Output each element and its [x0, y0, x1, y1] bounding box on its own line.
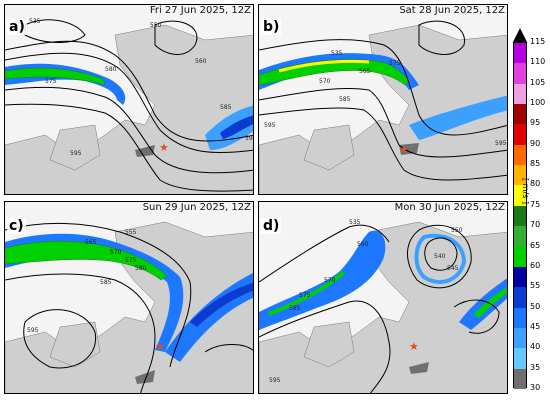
svg-text:585: 585 — [289, 305, 301, 312]
svg-text:575: 575 — [299, 292, 311, 299]
colorbar-segment — [514, 205, 526, 227]
svg-text:585: 585 — [220, 104, 232, 111]
svg-text:545: 545 — [447, 265, 459, 272]
colorbar-segment — [514, 165, 526, 186]
colorbar-tick-label: 45 — [530, 321, 541, 331]
location-marker: ★ — [155, 340, 165, 353]
colorbar-segment — [514, 83, 526, 105]
panel-title: Sun 29 Jun 2025, 12Z — [142, 202, 251, 213]
svg-text:535: 535 — [29, 18, 41, 25]
svg-text:550: 550 — [150, 22, 162, 29]
panel-label: d) — [261, 218, 282, 234]
svg-text:595: 595 — [264, 122, 276, 129]
svg-text:570: 570 — [319, 78, 331, 85]
colorbar-tick-label: 75 — [530, 199, 541, 209]
svg-text:565: 565 — [359, 68, 371, 75]
colorbar-tick-label: 35 — [530, 362, 541, 372]
colorbar-segment — [514, 43, 526, 64]
colorbar-segment — [514, 348, 526, 370]
svg-text:580: 580 — [105, 66, 117, 73]
svg-text:585: 585 — [100, 279, 112, 286]
svg-text:575: 575 — [45, 78, 57, 85]
svg-text:535: 535 — [331, 50, 343, 57]
svg-text:575: 575 — [125, 257, 137, 264]
svg-text:570: 570 — [324, 277, 336, 284]
map-panel-b-canvas: 535 565 570 575 585 595 595 ★ — [259, 20, 507, 194]
colorbar-tick-label: 50 — [530, 301, 541, 311]
colorbar-tick-label: 115 — [530, 37, 546, 46]
map-panel-a-canvas: 535 550 560 575 580 585 595 595 ★ — [5, 18, 254, 194]
map-panel-d-canvas: 535 540 545 550 560 570 575 585 595 ★ — [259, 219, 507, 393]
colorbar-tick-label: 100 — [530, 98, 546, 108]
colorbar-segment — [514, 104, 526, 125]
svg-text:595: 595 — [245, 135, 254, 142]
svg-text:595: 595 — [27, 327, 39, 334]
map-panel-b: 535 565 570 575 585 595 595 ★ b) Sat 28 … — [258, 4, 508, 195]
colorbar-tick-label: 95 — [530, 118, 541, 128]
panel-label: b) — [261, 19, 282, 35]
colorbar-segment — [514, 144, 526, 166]
colorbar-tick-label: 65 — [530, 240, 541, 250]
colorbar-segment — [514, 246, 526, 268]
location-marker: ★ — [159, 141, 169, 154]
map-panel-c: 555 565 570 575 580 585 595 ★ c) Sun 29 … — [4, 201, 254, 394]
svg-text:595: 595 — [495, 140, 507, 147]
svg-text:535: 535 — [349, 219, 361, 226]
svg-text:575: 575 — [389, 60, 401, 67]
svg-text:595: 595 — [269, 377, 281, 384]
colorbar-segment — [514, 266, 526, 288]
colorbar-segment — [514, 63, 526, 85]
colorbar-tick-label: 85 — [530, 159, 541, 169]
colorbar-tick-label: 55 — [530, 281, 541, 291]
svg-text:540: 540 — [434, 253, 446, 260]
svg-text:570: 570 — [110, 249, 122, 256]
panel-title: Fri 27 Jun 2025, 12Z — [149, 5, 251, 16]
svg-text:565: 565 — [85, 239, 97, 246]
colorbar-segment — [514, 124, 526, 146]
colorbar-segment — [514, 226, 526, 248]
colorbar-tick-label: 80 — [530, 179, 541, 189]
location-marker: ★ — [399, 143, 409, 156]
colorbar-segment — [514, 307, 526, 329]
map-panel-a: 535 550 560 575 580 585 595 595 ★ a) Fri… — [4, 4, 254, 195]
colorbar-tick-label: 40 — [530, 342, 541, 352]
colorbar: 115 110 105 100 95 90 85 80 75 70 65 60 55 50 45 40 35 30… — [510, 28, 550, 392]
colorbar-tick-label: 60 — [530, 260, 541, 270]
svg-text:560: 560 — [195, 58, 207, 65]
map-panel-c-canvas: 555 565 570 575 580 585 595 ★ — [5, 221, 253, 393]
colorbar-segment — [514, 327, 526, 349]
colorbar-segment — [514, 287, 526, 309]
colorbar-segment — [514, 185, 526, 207]
svg-text:550: 550 — [451, 227, 463, 234]
location-marker: ★ — [409, 340, 419, 353]
colorbar-arrow — [513, 28, 527, 42]
svg-text:585: 585 — [339, 96, 351, 103]
panel-label: a) — [7, 19, 27, 35]
svg-text:595: 595 — [70, 150, 82, 157]
colorbar-tick-label: 30 — [530, 383, 541, 392]
colorbar-scale — [513, 42, 527, 390]
panel-title: Sat 28 Jun 2025, 12Z — [399, 5, 505, 16]
panel-label: c) — [7, 218, 26, 234]
colorbar-tick-label: 110 — [530, 57, 546, 67]
panel-title: Mon 30 Jun 2025, 12Z — [394, 202, 505, 213]
colorbar-tick-label: 105 — [530, 77, 546, 87]
map-panel-d: 535 540 545 550 560 570 575 585 595 ★ d)… — [258, 201, 508, 394]
colorbar-unit-label: [ m/s ] — [521, 178, 530, 204]
svg-text:560: 560 — [357, 241, 369, 248]
svg-text:580: 580 — [135, 265, 147, 272]
colorbar-tick-label: 90 — [530, 138, 541, 148]
colorbar-tick-label: 70 — [530, 220, 541, 230]
svg-text:555: 555 — [125, 229, 137, 236]
colorbar-segment — [514, 368, 526, 390]
